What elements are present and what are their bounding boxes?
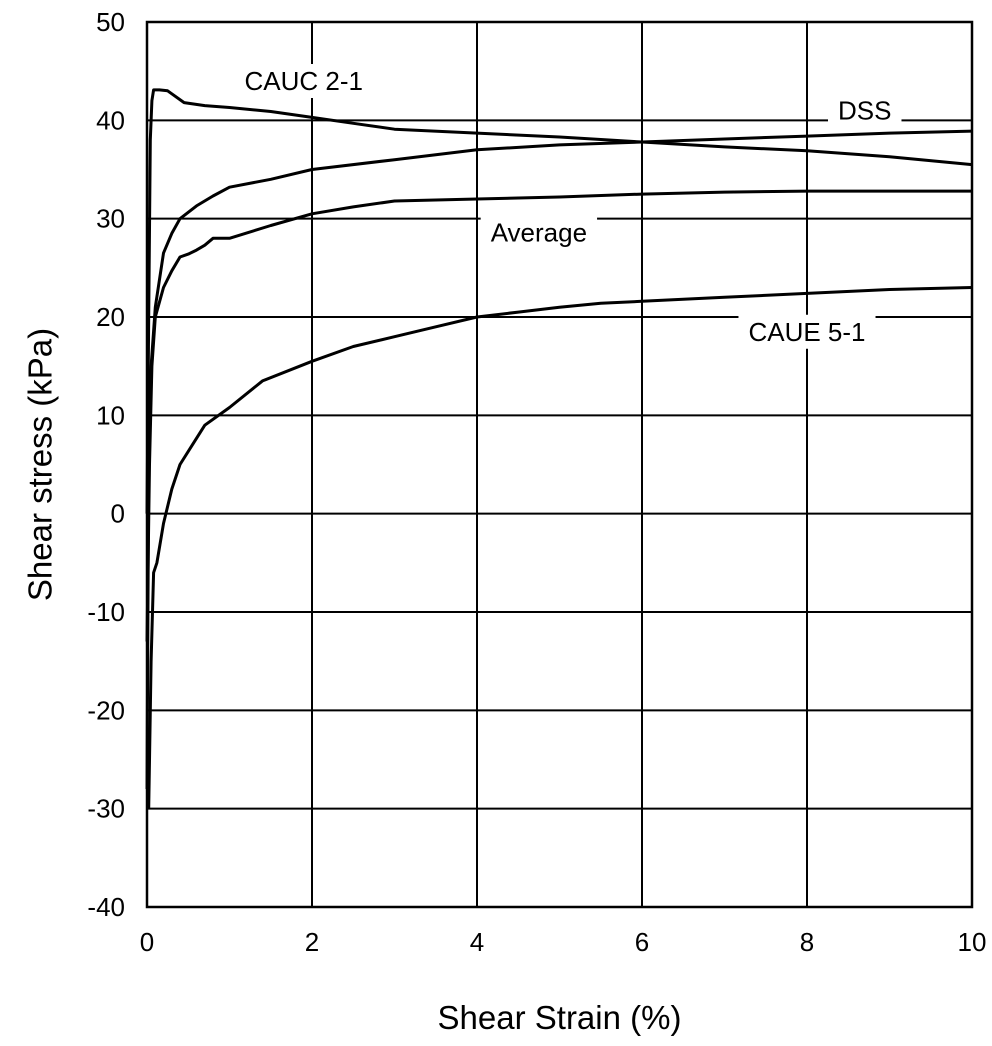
y-tick-label: -30 [87, 794, 125, 824]
y-tick-label: -20 [87, 695, 125, 725]
series-label: CAUE 5-1 [748, 317, 865, 347]
y-tick-label: -10 [87, 597, 125, 627]
x-tick-label: 10 [958, 927, 987, 957]
series-line-cauc-2-1 [145, 88, 973, 514]
series-label: CAUC 2-1 [245, 66, 363, 96]
series-line-caue-5-1 [147, 286, 973, 809]
x-tick-label: 0 [140, 927, 154, 957]
y-tick-label: 0 [111, 499, 125, 529]
series-line-average [145, 189, 972, 642]
x-tick-label: 4 [470, 927, 484, 957]
series-label-background [234, 64, 373, 98]
series-label-background [828, 93, 902, 128]
x-tick-label: 6 [635, 927, 649, 957]
series-label: DSS [838, 96, 891, 126]
data-series [145, 88, 973, 809]
series-label-background [480, 215, 598, 250]
y-tick-label: 20 [96, 302, 125, 332]
series-label-background [738, 314, 876, 349]
plot-frame [145, 20, 974, 909]
x-axis-title: Shear Strain (%) [438, 999, 682, 1036]
y-axis-title: Shear stress (kPa) [22, 328, 59, 601]
y-tick-labels: -40 -30 -20 -10 0 10 20 30 40 50 [87, 7, 125, 922]
y-tick-label: -40 [87, 892, 125, 922]
series-line-dss [145, 129, 973, 790]
x-tick-labels: 0 2 4 6 8 10 [140, 927, 987, 957]
y-tick-label: 30 [96, 204, 125, 234]
y-tick-label: 50 [96, 7, 125, 37]
series-labels: CAUC 2-1 DSS Average CAUE 5-1 [234, 64, 902, 349]
x-tick-label: 8 [800, 927, 814, 957]
x-tick-label: 2 [305, 927, 319, 957]
y-tick-label: 10 [96, 400, 125, 430]
y-tick-label: 40 [96, 105, 125, 135]
series-label: Average [491, 217, 587, 247]
